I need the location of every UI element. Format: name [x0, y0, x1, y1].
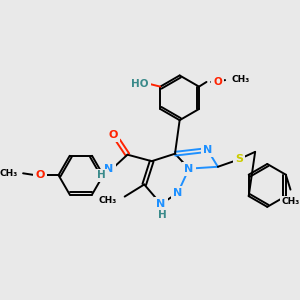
Text: N: N — [104, 164, 113, 174]
Text: O: O — [109, 130, 118, 140]
Text: N: N — [173, 188, 182, 198]
Text: H: H — [158, 210, 166, 220]
Text: N: N — [156, 199, 166, 209]
Text: CH₃: CH₃ — [0, 169, 17, 178]
Text: O: O — [35, 170, 45, 180]
Text: H: H — [97, 170, 106, 180]
Text: S: S — [235, 154, 243, 164]
Text: CH₃: CH₃ — [281, 197, 300, 206]
Text: CH₃: CH₃ — [99, 196, 117, 205]
Text: HO: HO — [131, 79, 148, 89]
Text: N: N — [203, 145, 212, 155]
Text: N: N — [184, 164, 194, 174]
Text: CH₃: CH₃ — [232, 75, 250, 84]
Text: O: O — [213, 77, 222, 87]
